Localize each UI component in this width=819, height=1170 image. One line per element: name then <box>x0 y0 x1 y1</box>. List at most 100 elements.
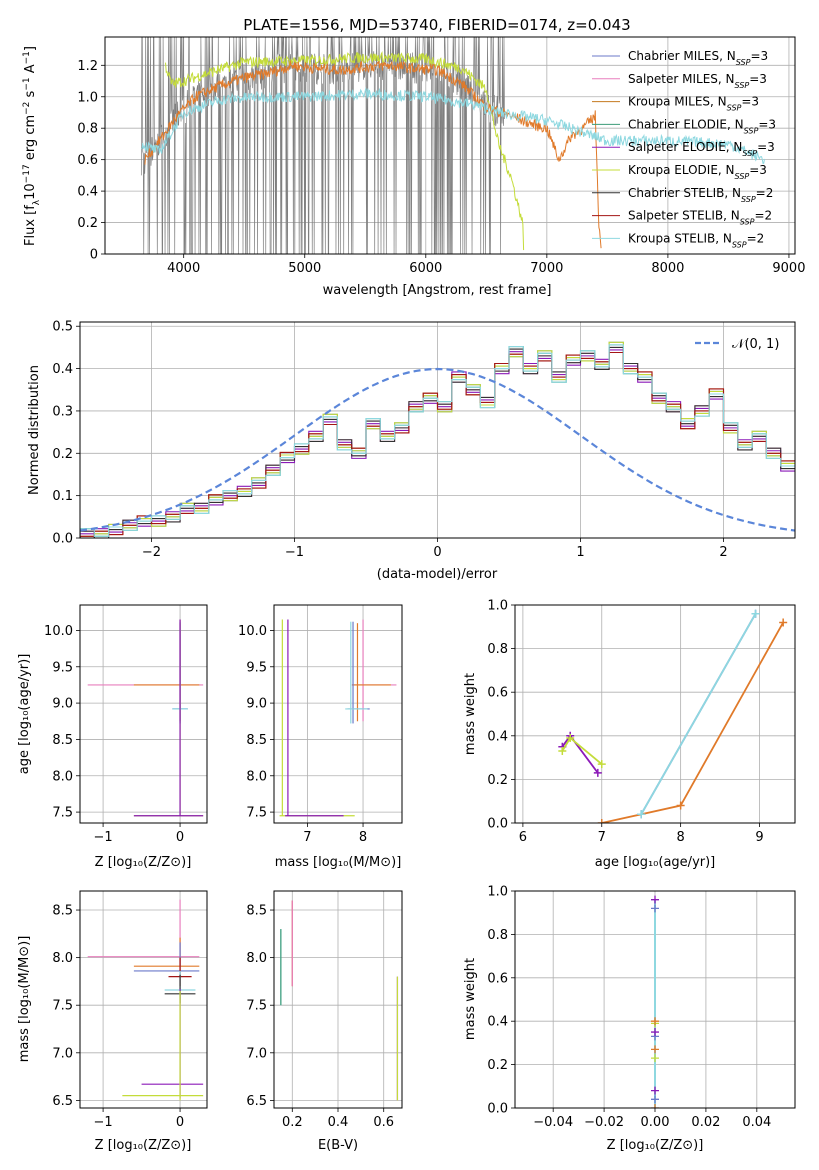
gaussian-curve <box>80 367 795 532</box>
mw-age-marker <box>676 801 685 810</box>
spectrum-xlabel: wavelength [Angstrom, rest frame] <box>323 283 552 298</box>
age-vs-mass-ytick-label: 9.0 <box>246 697 267 712</box>
residual-histogram-xtick-label: 2 <box>719 545 727 560</box>
massweight-vs-Z-xtick-label: 0.04 <box>742 1115 771 1130</box>
spectrum-xtick-label: 8000 <box>651 261 684 276</box>
age-vs-Z-ytick-label: 7.5 <box>52 806 73 821</box>
histogram-legend: 𝒩(0, 1) <box>695 337 779 352</box>
residual-histogram-ytick-label: 0.4 <box>52 362 73 377</box>
mass-vs-Z-ytick-label: 6.5 <box>52 1094 73 1109</box>
spectrum-ytick-label: 0.8 <box>77 122 98 137</box>
residual-histogram-plot-area <box>80 341 795 538</box>
spectrum-ytick-label: 1.0 <box>77 90 98 105</box>
massweight-vs-Z-frame <box>514 890 796 1109</box>
legend-entry: Kroupa MILES, NSSP=3 <box>628 95 759 113</box>
spectrum-ytick-label: 1.2 <box>77 59 98 74</box>
mass-weight-vs-age-panel: 6 7 8 9 0.0 0.2 0.4 0.6 0.8 1.0 age [log₁₀(age/yr… <box>463 599 796 870</box>
legend-entry: Chabrier MILES, NSSP=3 <box>628 49 768 67</box>
age-vs-mass-ytick-label: 10.0 <box>238 624 267 639</box>
age-vs-metallicity-panel: −1 0 7.5 8.0 8.5 9.0 9.5 10.0 Z [log₁₀(Z/Z⊙)] a… <box>17 604 208 870</box>
age-vs-Z-xtick-label: −1 <box>94 830 113 845</box>
figure-title: PLATE=1556, MJD=53740, FIBERID=0174, z=0… <box>243 16 630 34</box>
mwZ-xlabel: Z [log₁₀(Z/Z⊙)] <box>607 1138 704 1153</box>
residual-histogram-frame <box>79 321 796 539</box>
residual-histogram-xtick-label: −2 <box>142 545 161 560</box>
spectrum-frame <box>104 36 796 255</box>
mass-vs-Z-ytick-label: 7.5 <box>52 999 73 1014</box>
residual-histogram-xtick-label: 1 <box>576 545 584 560</box>
residual-histogram-ytick-label: 0.3 <box>52 404 73 419</box>
age-vs-Z-xtick-label: 0 <box>176 830 184 845</box>
residual-histogram-ytick-label: 0.2 <box>52 447 73 462</box>
residual-histogram-ytick-label: 0.1 <box>52 489 73 504</box>
mw-age-marker <box>751 609 760 618</box>
mw-z-marker <box>651 1095 659 1104</box>
massEBV-xlabel: E(B-V) <box>318 1138 358 1153</box>
spectrum-xtick-label: 5000 <box>288 261 321 276</box>
mw-age-marker <box>558 747 567 756</box>
massweight-vs-Z-xtick-label: 0.02 <box>691 1115 720 1130</box>
mw-age-marker <box>597 819 606 823</box>
spectrum-ylabel: Flux [fλ10−17 erg cm−2 s−1 A−1] <box>22 46 42 246</box>
mass-vs-EBV-xtick-label: 0.6 <box>373 1115 394 1130</box>
mwAge-ylabel: mass weight <box>463 673 478 755</box>
age-vs-mass-ytick-label: 9.5 <box>246 660 267 675</box>
massweight-vs-Z-ytick-label: 0.4 <box>487 1015 508 1030</box>
massweight-vs-Z-ytick-label: 0.2 <box>487 1058 508 1073</box>
age-vs-Z-frame <box>79 604 208 824</box>
mass-vs-metallicity-panel: −1 0 6.5 7.0 7.5 8.0 8.5 Z [log₁₀(Z/Z⊙)] mass … <box>17 890 208 1153</box>
histogram-legend-label: 𝒩(0, 1) <box>732 337 779 352</box>
mass-vs-Z-plot-area <box>87 899 204 1101</box>
ageZ-ylabel: age [log₁₀(age/yr)] <box>17 654 32 775</box>
massweight-vs-age-ytick-label: 0.2 <box>487 773 508 788</box>
spectrum-panel: PLATE=1556, MJD=53740, FIBERID=0174, z=0… <box>22 16 805 298</box>
massweight-vs-Z-xtick-label: −0.02 <box>584 1115 624 1130</box>
mass-vs-EBV-xtick-label: 0.2 <box>282 1115 303 1130</box>
massweight-vs-age-ytick-label: 0.4 <box>487 729 508 744</box>
mwAge-xlabel: age [log₁₀(age/yr)] <box>595 855 716 870</box>
mw-z-marker <box>651 1054 659 1063</box>
ageZ-xlabel: Z [log₁₀(Z/Z⊙)] <box>95 855 192 870</box>
mw-z-marker <box>651 1104 659 1108</box>
age-vs-mass-ytick-label: 7.5 <box>246 806 267 821</box>
spectrum-ytick-label: 0.6 <box>77 153 98 168</box>
age-vs-Z-ytick-label: 10.0 <box>44 624 73 639</box>
ageM-xlabel: mass [log₁₀(M/M⊙)] <box>275 855 402 870</box>
mw-age-marker <box>566 733 575 742</box>
mass-vs-EBV-ytick-label: 8.0 <box>246 951 267 966</box>
mass-vs-Z-xtick-label: 0 <box>176 1115 184 1130</box>
age-vs-mass-xtick-label: 8 <box>359 830 367 845</box>
residual-histogram-xtick-label: −1 <box>285 545 304 560</box>
legend-entry: Chabrier STELIB, NSSP=2 <box>628 186 773 204</box>
legend-entry: Kroupa ELODIE, NSSP=3 <box>628 163 767 181</box>
spectrum-xtick-label: 4000 <box>167 261 200 276</box>
spectrum-ytick-label: 0.2 <box>77 216 98 231</box>
spectrum-legend: Chabrier MILES, NSSP=3 Salpeter MILES, NS… <box>592 49 776 249</box>
mw-age-marker <box>779 618 788 627</box>
spectrum-xtick-label: 7000 <box>530 261 563 276</box>
mass-vs-Z-frame <box>79 890 208 1109</box>
massweight-vs-age-frame <box>514 604 796 824</box>
massweight-vs-Z-ytick-label: 0.6 <box>487 971 508 986</box>
spectrum-xtick-label: 9000 <box>772 261 805 276</box>
mw-age-marker <box>637 810 646 819</box>
residual-histogram-ytick-label: 0.0 <box>52 532 73 547</box>
spectrum-ytick-label: 0.4 <box>77 185 98 200</box>
legend-entry: Salpeter MILES, NSSP=3 <box>628 72 767 90</box>
massweight-vs-age-ytick-label: 0.8 <box>487 642 508 657</box>
age-vs-mass-plot-area <box>279 619 397 817</box>
histogram-step-8 <box>80 344 795 538</box>
legend-entry: Salpeter STELIB, NSSP=2 <box>628 209 772 227</box>
age-vs-Z-ytick-label: 8.5 <box>52 733 73 748</box>
massweight-vs-age-ytick-label: 0.0 <box>487 817 508 832</box>
data-spectrum-line <box>140 37 505 254</box>
mass-vs-EBV-frame <box>273 890 403 1109</box>
legend-entry: Salpeter ELODIE, NSSP=3 <box>628 140 775 158</box>
age-vs-Z-ytick-label: 9.0 <box>52 697 73 712</box>
mass-vs-EBV-ytick-label: 6.5 <box>246 1094 267 1109</box>
spectrum-plot-area <box>140 37 765 254</box>
mw-age-marker <box>597 760 606 769</box>
mwZ-ylabel: mass weight <box>463 958 478 1040</box>
histogram-ylabel: Normed distribution <box>27 365 42 495</box>
